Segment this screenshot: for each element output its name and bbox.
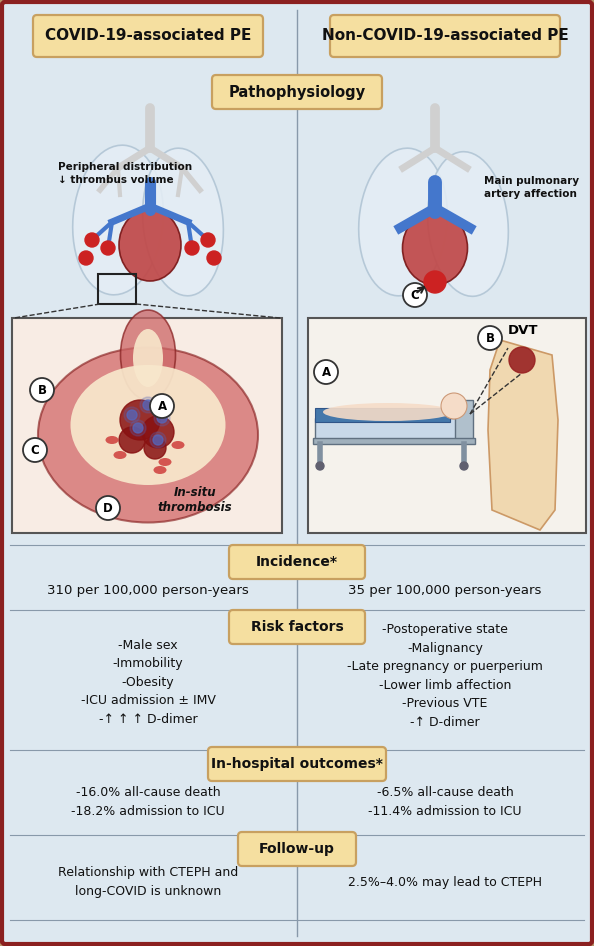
Circle shape [30,378,54,402]
Ellipse shape [119,209,181,281]
Ellipse shape [133,329,163,387]
Circle shape [478,326,502,350]
Text: A: A [157,399,166,412]
Circle shape [150,432,166,448]
Text: COVID-19-associated PE: COVID-19-associated PE [45,28,251,44]
FancyBboxPatch shape [208,747,386,781]
Bar [455,400,473,442]
FancyBboxPatch shape [229,610,365,644]
Text: Non-COVID-19-associated PE: Non-COVID-19-associated PE [321,28,568,44]
Bar [308,318,586,533]
Ellipse shape [153,466,166,474]
FancyBboxPatch shape [33,15,263,57]
Circle shape [120,400,160,440]
Text: D: D [103,501,113,515]
Text: DVT: DVT [508,324,539,337]
Circle shape [403,283,427,307]
Text: -Postoperative state
-Malignancy
-Late pregnancy or puerperium
-Lower limb affec: -Postoperative state -Malignancy -Late p… [347,623,543,728]
Circle shape [185,241,199,255]
Circle shape [314,360,338,384]
Text: Risk factors: Risk factors [251,620,343,634]
Ellipse shape [159,458,172,466]
Circle shape [144,437,166,459]
Polygon shape [488,340,558,530]
Text: Relationship with CTEPH and
long-COVID is unknown: Relationship with CTEPH and long-COVID i… [58,867,238,898]
Text: C: C [31,444,39,457]
FancyBboxPatch shape [238,832,356,866]
Bar [12,318,282,533]
Ellipse shape [403,211,467,285]
Circle shape [23,438,47,462]
Circle shape [85,233,99,247]
Bar [98,274,136,304]
Ellipse shape [121,310,175,400]
Ellipse shape [72,145,163,295]
Ellipse shape [106,436,118,444]
Text: B: B [37,383,46,396]
Ellipse shape [71,365,226,485]
Text: In-situ
thrombosis: In-situ thrombosis [157,486,232,514]
Circle shape [127,410,137,420]
Circle shape [424,271,446,293]
Text: Follow-up: Follow-up [259,842,335,856]
Text: B: B [485,331,494,344]
Text: In-hospital outcomes*: In-hospital outcomes* [211,757,383,771]
Circle shape [140,397,156,413]
Text: -Male sex
-Immobility
-Obesity
-ICU admission ± IMV
-↑ ↑ ↑ D-dimer: -Male sex -Immobility -Obesity -ICU admi… [81,639,216,726]
Circle shape [79,251,93,265]
FancyBboxPatch shape [212,75,382,109]
Text: Peripheral distribution
↓ thrombus volume: Peripheral distribution ↓ thrombus volum… [58,162,192,185]
Text: Incidence*: Incidence* [256,555,338,569]
Bar [313,438,475,444]
Text: -6.5% all-cause death
-11.4% admission to ICU: -6.5% all-cause death -11.4% admission t… [368,786,522,817]
Circle shape [143,400,153,410]
Circle shape [142,416,174,448]
Ellipse shape [113,451,127,459]
Circle shape [441,393,467,419]
Ellipse shape [428,151,508,296]
Circle shape [153,435,163,445]
Bar [315,418,470,440]
Circle shape [130,420,146,436]
Circle shape [460,462,468,470]
Text: -16.0% all-cause death
-18.2% admission to ICU: -16.0% all-cause death -18.2% admission … [71,786,225,817]
Text: 35 per 100,000 person-years: 35 per 100,000 person-years [348,584,542,597]
Circle shape [119,427,145,453]
Text: 310 per 100,000 person-years: 310 per 100,000 person-years [47,584,249,597]
Ellipse shape [38,347,258,522]
Circle shape [157,413,167,423]
Circle shape [201,233,215,247]
Text: 2.5%–4.0% may lead to CTEPH: 2.5%–4.0% may lead to CTEPH [348,875,542,888]
FancyBboxPatch shape [330,15,560,57]
Text: C: C [410,289,419,302]
Ellipse shape [323,403,453,421]
Circle shape [124,407,140,423]
Text: A: A [321,365,331,378]
Text: Pathophysiology: Pathophysiology [229,84,365,99]
Circle shape [150,394,174,418]
Circle shape [316,462,324,470]
Ellipse shape [143,149,223,296]
Text: Main pulmonary
artery affection: Main pulmonary artery affection [484,176,579,200]
Circle shape [154,410,170,426]
Circle shape [207,251,221,265]
Ellipse shape [172,441,185,449]
Circle shape [133,423,143,433]
Circle shape [101,241,115,255]
Ellipse shape [359,149,447,296]
Circle shape [509,347,535,373]
FancyBboxPatch shape [229,545,365,579]
Bar [315,408,450,422]
Circle shape [96,496,120,520]
